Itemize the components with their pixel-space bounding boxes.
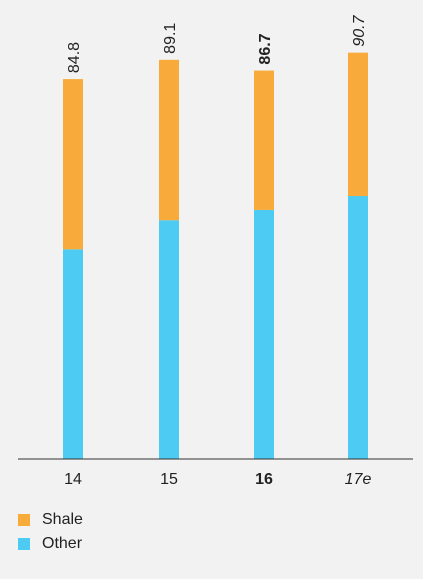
legend-swatch-other [18, 538, 30, 550]
bar-other-14 [63, 249, 83, 459]
legend-label-shale: Shale [42, 511, 83, 528]
bar-shale-14 [63, 79, 83, 250]
total-label-15: 89.1 [162, 23, 179, 54]
legend-swatch-shale [18, 514, 30, 526]
total-label-14: 84.8 [66, 42, 83, 73]
stacked-bar-chart: 84.8 89.1 86.7 90.7 14 15 16 17e [18, 14, 413, 488]
bars-group [63, 52, 368, 460]
bar-other-15 [159, 220, 179, 459]
total-label-16: 86.7 [257, 33, 274, 64]
bar-other-17e [348, 196, 368, 460]
legend: Shale Other [18, 508, 83, 556]
x-tick-label-14: 14 [64, 471, 82, 488]
legend-label-other: Other [42, 535, 83, 552]
x-tick-label-17e: 17e [345, 471, 372, 488]
x-tick-label-15: 15 [160, 471, 178, 488]
total-label-17e: 90.7 [351, 14, 368, 46]
bar-shale-16 [254, 70, 274, 210]
total-labels-group: 84.8 89.1 86.7 90.7 [66, 14, 368, 73]
x-tick-label-16: 16 [255, 471, 273, 488]
bar-shale-15 [159, 59, 179, 221]
bar-shale-17e [348, 52, 368, 197]
bar-other-16 [254, 209, 274, 459]
legend-item-shale: Shale [18, 508, 83, 532]
legend-item-other: Other [18, 532, 83, 556]
x-tick-labels-group: 14 15 16 17e [64, 471, 371, 488]
